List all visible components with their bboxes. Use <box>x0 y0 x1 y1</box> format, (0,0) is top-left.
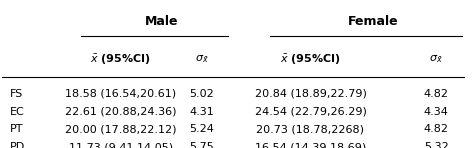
Text: $\sigma_{\bar{x}}$: $\sigma_{\bar{x}}$ <box>429 53 443 65</box>
Text: 4.34: 4.34 <box>424 107 448 117</box>
Text: FS: FS <box>9 89 23 99</box>
Text: 4.31: 4.31 <box>189 107 214 117</box>
Text: $\bar{x}$ (95%CI): $\bar{x}$ (95%CI) <box>91 53 151 67</box>
Text: Female: Female <box>348 15 399 28</box>
Text: 20.73 (18.78,2268): 20.73 (18.78,2268) <box>256 124 365 134</box>
Text: 22.61 (20.88,24.36): 22.61 (20.88,24.36) <box>65 107 177 117</box>
Text: 4.82: 4.82 <box>424 89 448 99</box>
Text: 5.24: 5.24 <box>189 124 214 134</box>
Text: 20.84 (18.89,22.79): 20.84 (18.89,22.79) <box>255 89 366 99</box>
Text: 5.32: 5.32 <box>424 142 448 148</box>
Text: 18.58 (16.54,20.61): 18.58 (16.54,20.61) <box>65 89 176 99</box>
Text: 24.54 (22.79,26.29): 24.54 (22.79,26.29) <box>255 107 366 117</box>
Text: 16.54 (14.39,18.69): 16.54 (14.39,18.69) <box>255 142 366 148</box>
Text: 5.75: 5.75 <box>189 142 214 148</box>
Text: 20.00 (17.88,22.12): 20.00 (17.88,22.12) <box>65 124 177 134</box>
Text: Male: Male <box>145 15 178 28</box>
Text: PD: PD <box>9 142 25 148</box>
Text: EC: EC <box>9 107 24 117</box>
Text: 4.82: 4.82 <box>424 124 448 134</box>
Text: PT: PT <box>9 124 23 134</box>
Text: $\bar{x}$ (95%CI): $\bar{x}$ (95%CI) <box>280 53 341 67</box>
Text: 5.02: 5.02 <box>189 89 214 99</box>
Text: $\sigma_{\bar{x}}$: $\sigma_{\bar{x}}$ <box>195 53 208 65</box>
Text: 11.73 (9.41,14.05): 11.73 (9.41,14.05) <box>69 142 173 148</box>
